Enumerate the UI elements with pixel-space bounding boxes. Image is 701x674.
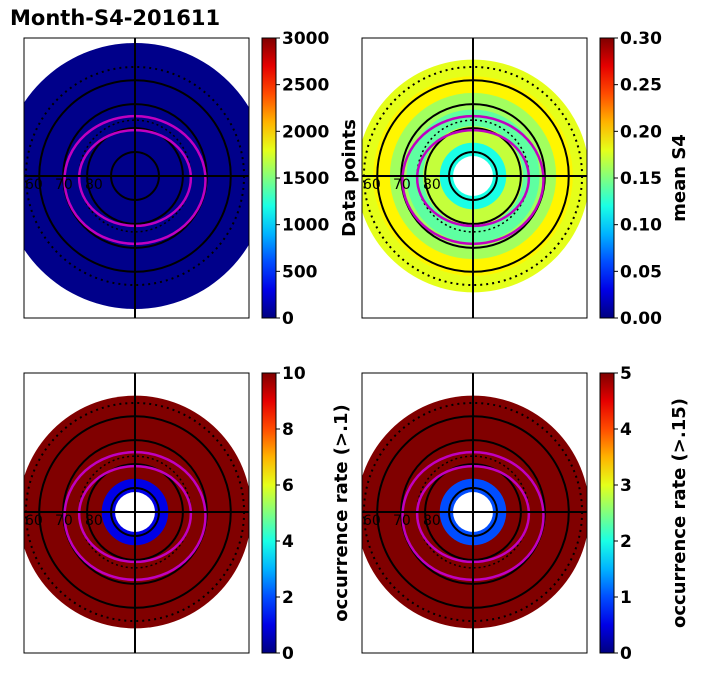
- colorbar-tick-label: 500: [282, 262, 318, 282]
- panel-top-right: 60 70 80 0.00 0.05 0.10 0.15 0.20 0.25 0.30 mean S…: [361, 29, 690, 329]
- colorbar-label: occurrence rate (>.1): [331, 404, 352, 621]
- colorbar-label: mean S4: [669, 134, 690, 222]
- colorbar: [261, 372, 277, 654]
- colorbar: [261, 37, 277, 319]
- colorbar-tick-label: 10: [282, 364, 306, 384]
- panel-plot-area: [362, 38, 587, 318]
- colorbar-tick-label: 1000: [282, 216, 329, 236]
- colorbar-tick-label: 0.25: [620, 76, 662, 96]
- panel-plot-area: [24, 38, 249, 318]
- colorbar-tick-label: 4: [282, 532, 294, 552]
- colorbar-tick-label: 0.15: [620, 169, 662, 189]
- colorbar-tick-label: 2: [282, 588, 294, 608]
- colorbar-tick-label: 5: [620, 364, 632, 384]
- latitude-label: 60: [25, 177, 43, 193]
- latitude-label: 60: [363, 513, 381, 529]
- colorbar: [599, 372, 615, 654]
- colorbar-tick-label: 1500: [282, 169, 329, 189]
- panel-plot-area: [362, 373, 587, 653]
- colorbar-tick-label: 0.00: [620, 309, 662, 329]
- colorbar-tick-label: 0: [620, 644, 632, 664]
- colorbar-tick-label: 8: [282, 420, 294, 440]
- colorbar-tick-label: 3000: [282, 29, 329, 49]
- latitude-label: 60: [25, 513, 43, 529]
- colorbar-tick-label: 2500: [282, 76, 329, 96]
- panel-frame: [23, 37, 250, 319]
- colorbar-tick-label: 2000: [282, 122, 329, 142]
- panel-frame: [23, 372, 250, 654]
- latitude-label: 70: [393, 513, 411, 529]
- colorbar: [599, 37, 615, 319]
- panel-plot-area: [24, 373, 249, 653]
- colorbar-tick-label: 3: [620, 476, 632, 496]
- panel-bottom-left: 60 70 80 0 2 4 6 8 10 occurrence rate (>.1): [23, 364, 352, 664]
- colorbar-tick-label: 0.05: [620, 262, 662, 282]
- colorbar-tick-label: 0: [282, 309, 294, 329]
- figure-title: Month-S4-201611: [10, 6, 221, 30]
- colorbar-tick-label: 4: [620, 420, 632, 440]
- latitude-label: 70: [55, 513, 73, 529]
- panel-top-left: 60 70 80 0 500 1000 1500 2000 2500 3000 Data point…: [23, 29, 360, 329]
- latitude-label: 80: [423, 513, 441, 529]
- panel-bottom-right: 60 70 80 0 1 2 3 4 5 occurrence rate (>.15): [361, 364, 690, 664]
- latitude-label: 70: [55, 177, 73, 193]
- colorbar-tick-label: 1: [620, 588, 632, 608]
- colorbar-tick-label: 6: [282, 476, 294, 496]
- colorbar-label: occurrence rate (>.15): [669, 398, 690, 628]
- panel-frame: [361, 372, 588, 654]
- latitude-label: 80: [85, 513, 103, 529]
- colorbar-tick-label: 0.20: [620, 122, 662, 142]
- latitude-label: 70: [393, 177, 411, 193]
- panel-frame: [361, 37, 588, 319]
- latitude-label: 80: [423, 177, 441, 193]
- colorbar-tick-label: 2: [620, 532, 632, 552]
- colorbar-tick-label: 0.10: [620, 216, 662, 236]
- latitude-label: 80: [85, 177, 103, 193]
- latitude-label: 60: [363, 177, 381, 193]
- colorbar-label: Data points: [339, 119, 360, 237]
- colorbar-tick-label: 0.30: [620, 29, 662, 49]
- colorbar-tick-label: 0: [282, 644, 294, 664]
